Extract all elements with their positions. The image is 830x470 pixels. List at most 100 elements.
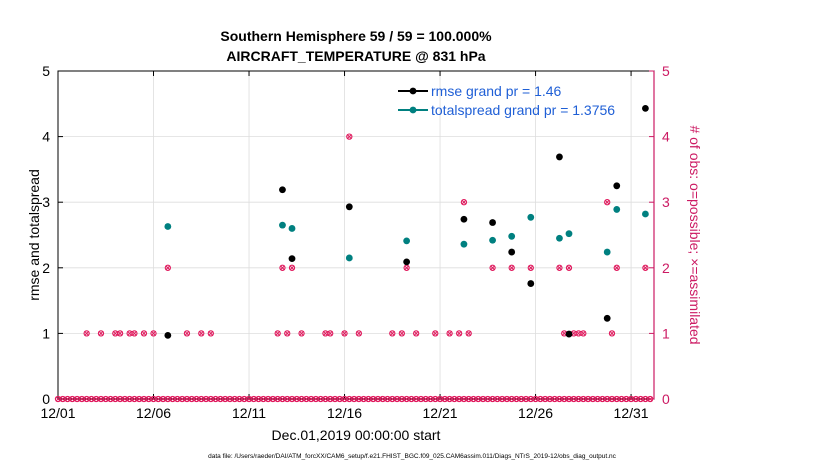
obs-count-point — [604, 199, 611, 206]
rmse-point — [613, 182, 621, 190]
obs-count-point — [570, 395, 577, 403]
left-axis-ticks: 0 1 2 3 4 5 — [42, 63, 63, 407]
x-tick-label: 12/16 — [327, 405, 362, 421]
obs-count-point — [561, 330, 568, 337]
x-tick-label: 12/21 — [423, 405, 458, 421]
obs-count-point — [393, 395, 401, 403]
x-tick-label: 12/31 — [614, 405, 649, 421]
grid-lines — [57, 70, 654, 400]
obs-count-point — [279, 264, 286, 271]
legend-rmse-label: rmse grand pr = 1.46 — [431, 83, 562, 99]
x-tick-label: 12/01 — [40, 405, 75, 421]
obs-count-point — [341, 330, 348, 337]
totalspread-markers — [164, 206, 649, 262]
obs-count-point — [284, 330, 291, 337]
obs-count-point — [88, 395, 95, 403]
totalspread-point — [508, 232, 516, 240]
obs-count-point — [140, 330, 148, 337]
obs-count-point — [284, 395, 291, 403]
totalspread-point — [565, 230, 573, 238]
rmse-point — [288, 255, 296, 263]
obs-count-point — [580, 330, 587, 337]
right-axis-ticks: 0 1 2 3 4 5 — [649, 63, 670, 407]
right-axis-label: # of obs: o=possible; ×=assimilated — [687, 125, 703, 344]
obs-count-point — [341, 395, 348, 403]
legend-rmse-marker — [409, 87, 417, 95]
obs-count-point — [164, 264, 171, 271]
obs-count-point — [527, 264, 534, 271]
rmse-point — [642, 104, 649, 112]
rmse-point — [508, 248, 516, 256]
obs-count-point — [112, 395, 119, 403]
left-axis-label: rmse and totalspread — [26, 169, 42, 301]
obs-count-point — [288, 264, 296, 271]
obs-count-point — [97, 330, 105, 337]
y-left-tick-label: 0 — [42, 391, 50, 407]
y-right-tick-label: 1 — [662, 325, 670, 341]
y-right-tick-label: 0 — [662, 391, 670, 407]
totalspread-point — [288, 225, 296, 232]
rmse-point — [279, 186, 286, 194]
obs-count-point — [327, 330, 334, 337]
y-left-tick-label: 3 — [42, 194, 50, 210]
totalspread-point — [527, 213, 535, 221]
obs-count-point — [298, 330, 305, 337]
plot-area-frame — [57, 70, 655, 400]
x-axis-label: Dec.01,2019 00:00:00 start — [272, 427, 441, 443]
obs-count-point — [389, 330, 396, 337]
obs-count-point — [327, 395, 334, 403]
y-right-tick-label: 3 — [662, 194, 670, 210]
obs-count-point — [489, 264, 496, 271]
totalspread-point — [556, 234, 563, 242]
obs-count-point — [647, 395, 654, 403]
obs-count-point — [561, 395, 568, 403]
totalspread-point — [642, 210, 649, 218]
x-tick-label: 12/26 — [518, 405, 553, 421]
obs-count-point — [456, 330, 463, 337]
rmse-point — [527, 280, 535, 287]
obs-count-point — [59, 395, 66, 403]
obs-count-point — [131, 330, 138, 337]
rmse-point — [403, 258, 411, 266]
chart-title-line1: Southern Hemisphere 59 / 59 = 100.000% — [220, 28, 492, 44]
totalspread-point — [613, 206, 621, 213]
totalspread-point — [603, 248, 611, 256]
rmse-point — [489, 219, 496, 226]
obs-count-point — [83, 330, 90, 337]
totalspread-point — [279, 221, 286, 229]
obs-count-point — [150, 330, 157, 337]
rmse-point — [565, 330, 573, 338]
obs-count-point — [613, 264, 620, 271]
obs-count-point — [508, 264, 515, 271]
obs-count-point — [556, 264, 563, 271]
obs-count-point — [417, 395, 425, 403]
y-right-tick-label: 2 — [662, 260, 670, 276]
obs-count-point — [432, 330, 439, 337]
rmse-point — [345, 203, 353, 211]
legend-spread-label: totalspread grand pr = 1.3756 — [431, 102, 615, 118]
obs-count-point — [446, 330, 453, 337]
obs-count-markers — [54, 133, 654, 403]
data-file-note: data file: /Users/raeder/DAI/ATM_forcXX/… — [208, 453, 617, 460]
x-axis-ticks: 12/01 12/06 12/11 12/16 12/21 12/26 12/31 — [40, 71, 649, 421]
rmse-point — [556, 153, 563, 161]
obs-count-point — [608, 330, 616, 337]
rmse-point — [164, 331, 172, 339]
y-right-tick-label: 5 — [662, 63, 670, 79]
x-tick-label: 12/06 — [136, 405, 171, 421]
y-left-tick-label: 1 — [42, 325, 50, 341]
legend: rmse grand pr = 1.46 totalspread grand p… — [398, 83, 615, 118]
y-left-tick-label: 5 — [42, 63, 50, 79]
obs-count-point — [183, 330, 191, 337]
obs-count-point — [413, 330, 420, 337]
obs-count-point — [355, 330, 363, 337]
totalspread-point — [403, 237, 411, 245]
obs-count-point — [274, 330, 281, 337]
obs-count-point — [465, 395, 472, 403]
rmse-point — [460, 215, 468, 223]
rmse-point — [603, 314, 611, 322]
totalspread-point — [345, 254, 353, 262]
obs-count-point — [389, 395, 396, 403]
obs-count-point — [565, 264, 573, 271]
